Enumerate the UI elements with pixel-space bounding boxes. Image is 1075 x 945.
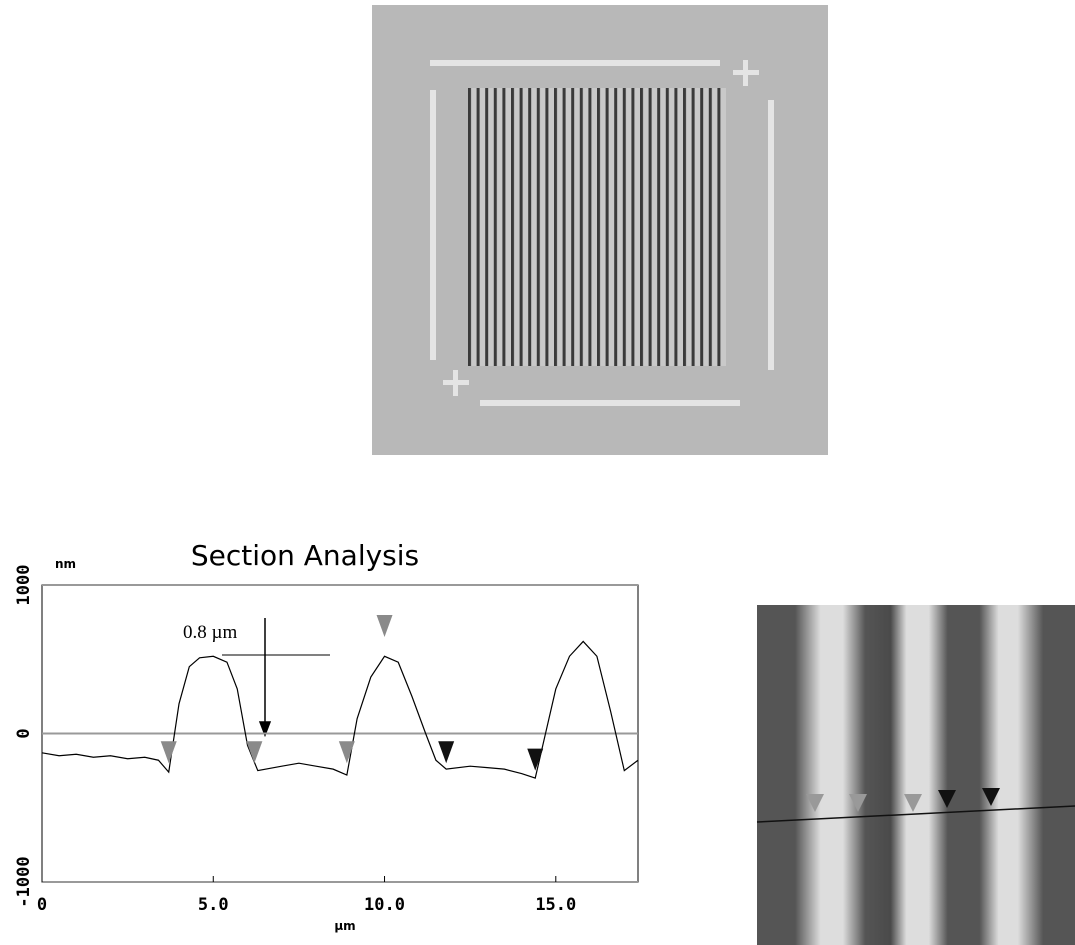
cursor-marker bbox=[438, 741, 455, 764]
cursor-marker bbox=[527, 748, 544, 771]
y-axis-label: nm bbox=[55, 557, 76, 571]
x-tick-label: 5.0 bbox=[198, 895, 229, 915]
x-tick-label: 10.0 bbox=[364, 895, 405, 915]
cursor-marker bbox=[376, 614, 393, 637]
y-tick-label: -1000 bbox=[14, 856, 34, 907]
chart-title: Section Analysis bbox=[191, 539, 419, 572]
y-tick-label: 1000 bbox=[14, 565, 34, 606]
y-tick-label: 0 bbox=[14, 728, 34, 738]
x-tick-label: 0 bbox=[37, 895, 47, 915]
annotation-arrows bbox=[222, 618, 330, 738]
cursor-marker bbox=[160, 741, 177, 764]
annotation: 0.8 µm bbox=[183, 622, 237, 643]
x-tick-label: 15.0 bbox=[535, 895, 576, 915]
afm-overview-image bbox=[372, 5, 828, 455]
profile-line bbox=[41, 640, 639, 779]
cursor-marker bbox=[246, 741, 263, 764]
x-axis-label: µm bbox=[334, 919, 355, 933]
cursor-marker bbox=[338, 741, 355, 764]
afm-detail-image bbox=[756, 605, 1075, 945]
